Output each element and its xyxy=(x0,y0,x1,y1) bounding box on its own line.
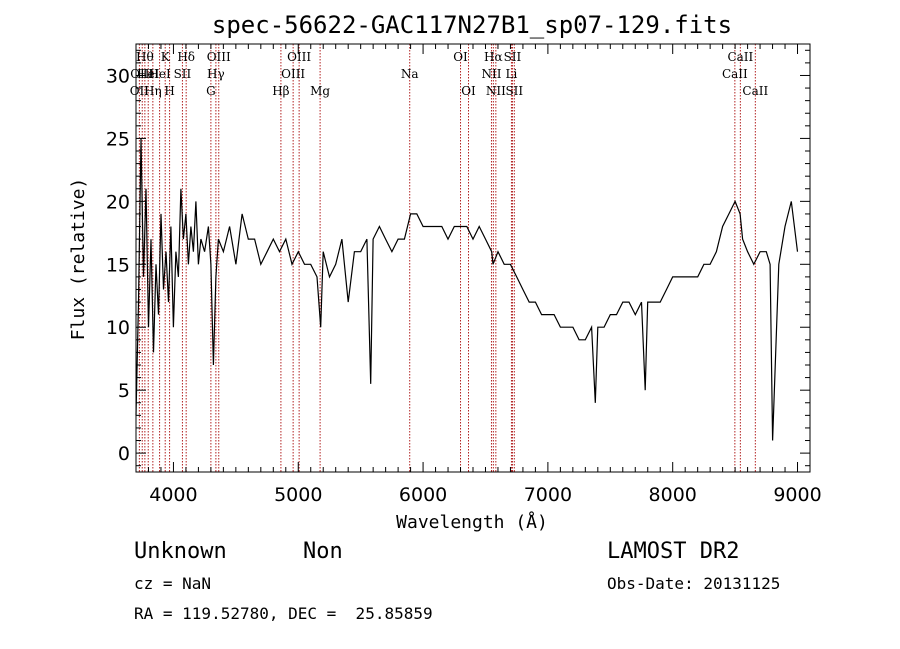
marker-label: OII xyxy=(130,84,150,98)
marker-label: Hβ xyxy=(272,84,289,98)
x-axis-label: Wavelength (Å) xyxy=(396,511,548,533)
marker-label: Mg xyxy=(310,84,330,98)
y-tick-label: 20 xyxy=(106,191,130,213)
y-axis: 0 5 10 15 20 25 30 xyxy=(106,49,810,467)
spectral-line-markers xyxy=(138,44,756,472)
y-tick-label: 0 xyxy=(118,443,130,465)
x-tick-label: 7000 xyxy=(524,484,572,506)
spectral-line-labels: OIIOIIIHθHeIHηHeIKHSIIHδGHγOIIIHβOIIIOII… xyxy=(130,50,769,98)
marker-label: K xyxy=(161,50,171,64)
marker-label: CaII xyxy=(742,84,768,98)
marker-label: SII xyxy=(505,84,523,98)
y-tick-label: 30 xyxy=(106,65,130,87)
marker-label: HeI xyxy=(137,67,160,81)
y-axis-label: Flux (relative) xyxy=(68,178,89,341)
x-axis: 4000 5000 6000 7000 8000 9000 xyxy=(147,44,822,506)
spectrum-line xyxy=(135,138,799,441)
marker-label: NII xyxy=(481,67,501,81)
marker-label: CaII xyxy=(722,67,748,81)
x-tick-label: 5000 xyxy=(274,484,322,506)
marker-label: OIII xyxy=(207,50,231,64)
marker-label: Hθ xyxy=(136,50,154,64)
marker-label: H xyxy=(164,84,174,98)
marker-label: SII xyxy=(174,67,192,81)
redshift-cz: cz = NaN xyxy=(134,574,212,593)
marker-label: OIII xyxy=(287,50,311,64)
object-subclass: Non xyxy=(303,539,343,564)
marker-label: Hη xyxy=(144,84,162,98)
marker-label: OI xyxy=(453,50,468,64)
y-tick-label: 25 xyxy=(106,128,130,150)
marker-label: Na xyxy=(401,67,419,81)
coordinates: RA = 119.52780, DEC = 25.85859 xyxy=(134,604,433,623)
y-tick-label: 10 xyxy=(106,317,130,339)
marker-label: Hα xyxy=(484,50,503,64)
x-tick-label: 8000 xyxy=(649,484,697,506)
obs-date: Obs-Date: 20131125 xyxy=(607,574,781,593)
marker-label: G xyxy=(206,84,216,98)
x-tick-label: 9000 xyxy=(773,484,821,506)
marker-label: OIII xyxy=(281,67,305,81)
marker-label: Li xyxy=(506,67,518,81)
survey-name: LAMOST DR2 xyxy=(607,539,740,564)
y-tick-label: 5 xyxy=(118,380,130,402)
marker-label: Hδ xyxy=(177,50,195,64)
chart-title: spec-56622-GAC117N27B1_sp07-129.fits xyxy=(212,11,732,39)
marker-label: NII xyxy=(486,84,506,98)
y-tick-label: 15 xyxy=(106,254,130,276)
marker-label: OI xyxy=(461,84,476,98)
x-tick-label: 4000 xyxy=(149,484,197,506)
marker-label: CaII xyxy=(727,50,753,64)
marker-label: HeI xyxy=(148,67,171,81)
marker-label: SII xyxy=(504,50,522,64)
object-class: Unknown xyxy=(134,539,227,564)
x-tick-label: 6000 xyxy=(399,484,447,506)
marker-label: Hγ xyxy=(207,67,225,81)
